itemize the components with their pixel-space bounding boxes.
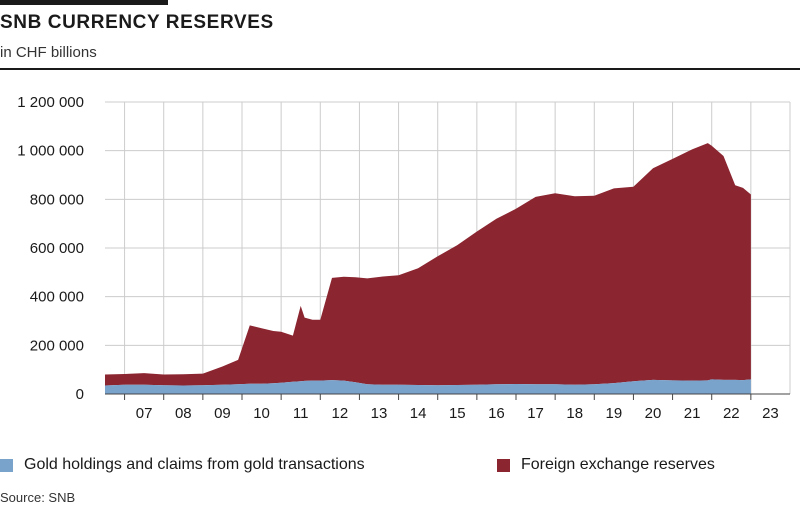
legend-label-fx: Foreign exchange reserves — [521, 456, 715, 473]
legend-label-gold: Gold holdings and claims from gold trans… — [24, 456, 365, 473]
x-tick-label: 18 — [566, 405, 583, 422]
x-tick-label: 22 — [723, 405, 740, 422]
x-tick-label: 15 — [449, 405, 466, 422]
y-tick-label: 400 000 — [30, 289, 84, 306]
y-tick-label: 200 000 — [30, 337, 84, 354]
x-tick-label: 20 — [645, 405, 662, 422]
chart-subtitle: in CHF billions — [0, 44, 97, 61]
x-tick-label: 16 — [488, 405, 505, 422]
x-tick-label: 07 — [136, 405, 153, 422]
x-tick-label: 13 — [371, 405, 388, 422]
header-rule — [0, 68, 800, 70]
x-tick-label: 23 — [762, 405, 779, 422]
x-tick-label: 12 — [332, 405, 349, 422]
legend-item-gold: Gold holdings and claims from gold trans… — [0, 456, 365, 474]
x-tick-label: 21 — [684, 405, 701, 422]
x-tick-label: 10 — [253, 405, 270, 422]
title-accent-bar — [0, 0, 168, 5]
fx-swatch-icon — [497, 458, 510, 472]
y-tick-label: 0 — [76, 386, 84, 403]
y-tick-label: 800 000 — [30, 191, 84, 208]
x-tick-label: 14 — [410, 405, 427, 422]
y-tick-label: 600 000 — [30, 240, 84, 257]
legend-item-fx: Foreign exchange reserves — [497, 456, 715, 474]
y-tick-label: 1 200 000 — [17, 94, 84, 111]
gold-swatch-icon — [0, 458, 13, 472]
x-tick-label: 08 — [175, 405, 192, 422]
reserves-area-chart: 0 200 000 400 000 600 000 800 000 1 000 000 1 … — [17, 94, 791, 422]
series-area-foreign-exchange-reserves — [105, 143, 751, 386]
x-tick-label: 11 — [293, 405, 309, 422]
x-tick-label: 17 — [527, 405, 544, 422]
x-tick-label: 09 — [214, 405, 231, 422]
series-area-gold-holdings — [105, 379, 751, 394]
source-note: Source: SNB — [0, 490, 76, 505]
chart-title: SNB CURRENCY RESERVES — [0, 12, 274, 33]
y-tick-label: 1 000 000 — [17, 143, 84, 160]
x-tick-label: 19 — [606, 405, 623, 422]
